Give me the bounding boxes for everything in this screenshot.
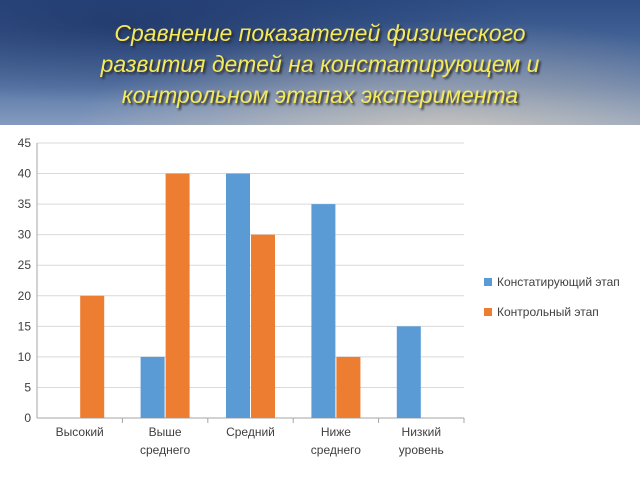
legend-swatch bbox=[484, 278, 492, 286]
title-line-1: Сравнение показателей физического bbox=[114, 20, 526, 46]
title-line-3: контрольном этапах эксперимента bbox=[121, 82, 519, 108]
y-tick-label: 15 bbox=[18, 319, 32, 333]
legend-label: Контрольный этап bbox=[497, 305, 599, 319]
bar-constat bbox=[311, 204, 336, 418]
bar-control bbox=[251, 234, 275, 418]
bar-control bbox=[80, 295, 105, 418]
bar-control bbox=[165, 173, 190, 418]
bar-constat bbox=[396, 326, 421, 418]
x-tick-label: Выше bbox=[149, 425, 182, 439]
x-tick-label: уровень bbox=[399, 443, 444, 457]
y-tick-label: 20 bbox=[18, 289, 32, 303]
background-sky bbox=[0, 0, 640, 125]
bar-constat bbox=[140, 356, 165, 418]
x-tick-label: Низкий bbox=[402, 425, 442, 439]
y-tick-label: 5 bbox=[24, 380, 31, 394]
x-tick-label: Ниже bbox=[321, 425, 351, 439]
y-tick-label: 40 bbox=[18, 167, 32, 181]
bar-control bbox=[336, 356, 361, 418]
y-tick-label: 25 bbox=[18, 258, 32, 272]
x-tick-label: среднего bbox=[140, 443, 191, 457]
legend-swatch bbox=[484, 308, 492, 316]
x-tick-label: Высокий bbox=[56, 425, 104, 439]
bar-constat bbox=[226, 173, 250, 418]
chart-panel: 0 5 10 15 20 25 30 35 40 45 Высокий Выше среднего Сре… bbox=[0, 125, 640, 480]
y-tick-label: 45 bbox=[18, 136, 32, 150]
y-tick-label: 10 bbox=[18, 350, 32, 364]
y-tick-label: 0 bbox=[24, 411, 31, 425]
x-tick-label: Средний bbox=[226, 425, 275, 439]
title-line-2: развития детей на констатирующем и bbox=[100, 51, 540, 77]
slide-title: Сравнение показателей физического развит… bbox=[20, 18, 620, 111]
legend-label: Констатирующий этап bbox=[497, 275, 620, 289]
bar-chart: 0 5 10 15 20 25 30 35 40 45 Высокий Выше среднего Сре… bbox=[18, 136, 620, 457]
y-tick-label: 30 bbox=[18, 228, 32, 242]
y-tick-label: 35 bbox=[18, 197, 32, 211]
x-tick-label: среднего bbox=[311, 443, 362, 457]
